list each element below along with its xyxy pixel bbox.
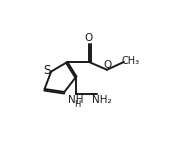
Text: O: O <box>103 60 111 70</box>
Text: O: O <box>85 33 93 43</box>
Text: NH₂: NH₂ <box>92 95 111 105</box>
Text: S: S <box>43 64 50 77</box>
Text: CH₃: CH₃ <box>121 56 140 66</box>
Text: NH: NH <box>68 95 83 105</box>
Text: H: H <box>74 100 80 109</box>
